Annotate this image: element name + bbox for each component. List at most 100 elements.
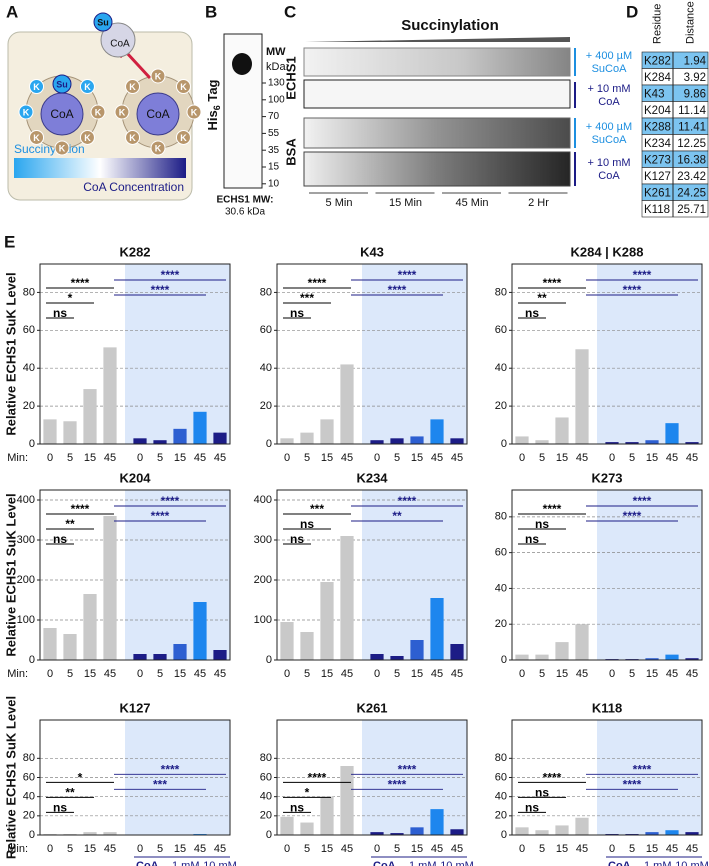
bar (300, 822, 314, 835)
lysine-label: K (155, 143, 162, 153)
x-tick-label: 0 (374, 843, 380, 855)
x-tick-label: 5 (67, 668, 73, 680)
x-tick-label: 15 (321, 668, 333, 680)
wedge (305, 37, 570, 42)
treatment: CoA (598, 170, 620, 182)
y-tick-label: 40 (23, 791, 35, 803)
bar (320, 796, 334, 835)
significance-label: * (78, 771, 83, 785)
coa-shading (362, 490, 467, 660)
significance-label: **** (543, 276, 562, 290)
su-bubble (93, 12, 113, 32)
lysine (90, 104, 106, 120)
bar (450, 438, 464, 444)
significance-label: *** (300, 291, 314, 305)
coa-low: 1 mM (172, 860, 200, 866)
bar-chart: K261 0 20 40 60 80 0 5 15 45 0 5 15 45 45 CoA 1 mM 10 mM *… (260, 700, 474, 866)
x-tick-label: 0 (47, 843, 53, 855)
antibody-sub: 6 (212, 105, 222, 110)
table-cell: K118 (644, 204, 670, 216)
panel-label: E (4, 232, 15, 251)
antibody-rest: Tag (205, 79, 220, 105)
significance-label: **** (151, 283, 170, 297)
lysine (125, 79, 141, 95)
bar (370, 440, 384, 444)
x-tick-label: 45 (431, 843, 443, 855)
significance-label: **** (633, 763, 652, 777)
significance-label: **** (308, 276, 327, 290)
y-tick-label: 80 (23, 286, 35, 298)
blot (303, 117, 571, 149)
y-tick-label: 60 (260, 771, 272, 783)
table-header: Distance (Å) (683, 0, 696, 44)
table-cell: 24.25 (677, 187, 706, 199)
lysine-label: K (23, 107, 30, 117)
y-tick-label: 0 (29, 438, 35, 450)
mw-unit: kDa: (266, 61, 289, 73)
y-tick-label: 0 (501, 829, 507, 841)
significance-label: **** (623, 778, 642, 792)
y-tick-label: 60 (495, 547, 507, 559)
x-tick-label: 45 (576, 668, 588, 680)
x-tick-label: 0 (284, 843, 290, 855)
chart-title: K204 (119, 470, 151, 485)
coa-low: 1 mM (644, 860, 672, 866)
x-tick-label: 15 (174, 843, 186, 855)
su-text: Su (56, 79, 68, 89)
y-tick-label: 80 (260, 286, 272, 298)
x-tick-label: 5 (629, 452, 635, 464)
x-tick-label: 45 (104, 843, 116, 855)
plot-frame (511, 489, 703, 661)
x-tick-label: 0 (47, 452, 53, 464)
x-tick-label: 5 (539, 843, 545, 855)
x-tick-label: 5 (67, 843, 73, 855)
bar (665, 654, 679, 660)
chart-title: K234 (356, 470, 388, 485)
coa-text: CoA (50, 107, 73, 121)
x-tick-label: 45 (104, 452, 116, 464)
gradient-wedge (14, 158, 186, 178)
time-label: 15 Min (389, 197, 422, 209)
table-cell: K284 (644, 72, 671, 84)
antibody-label: His6 Tag (205, 79, 222, 130)
coa-shading (597, 264, 702, 444)
x-tick-label: 0 (609, 843, 615, 855)
y-tick-label: 0 (29, 829, 35, 841)
x-tick-label: 0 (284, 452, 290, 464)
bar (280, 438, 294, 444)
x-tick-label: 45 (666, 452, 678, 464)
bar (430, 809, 444, 835)
x-tick-label: 0 (519, 668, 525, 680)
bar (340, 766, 354, 835)
significance-label: ** (537, 291, 547, 305)
significance-label: * (68, 291, 73, 305)
significance-label: ns (53, 532, 67, 546)
table-row (641, 200, 709, 218)
y-tick-label: 40 (23, 362, 35, 374)
table-cell: 25.71 (677, 204, 706, 216)
x-tick-label: 45 (214, 668, 226, 680)
table-cell: K234 (644, 138, 671, 150)
bar (370, 654, 384, 660)
y-tick-label: 100 (254, 614, 272, 626)
chart-title: K261 (356, 700, 387, 715)
su-bubble (52, 74, 72, 94)
blot (303, 151, 571, 187)
x-tick-label: 15 (556, 668, 568, 680)
y-tick-label: 80 (495, 511, 507, 523)
y-tick-label: 0 (266, 654, 272, 666)
y-tick-label: 60 (495, 771, 507, 783)
bar (410, 436, 424, 444)
significance-label: **** (388, 283, 407, 297)
x-tick-label: 45 (666, 668, 678, 680)
x-tick-label: 15 (411, 452, 423, 464)
significance-label: **** (398, 268, 417, 282)
panel-c: C Succinylation ECHS1 BSA + 400 µM SuCoA… (283, 2, 632, 187)
x-prefix: Min: (7, 452, 28, 464)
coa-high: 10 mM (440, 860, 474, 866)
mw-marker: 130 (268, 78, 285, 89)
significance-label: ns (290, 532, 304, 546)
bar (153, 440, 167, 444)
y-tick-label: 80 (495, 286, 507, 298)
